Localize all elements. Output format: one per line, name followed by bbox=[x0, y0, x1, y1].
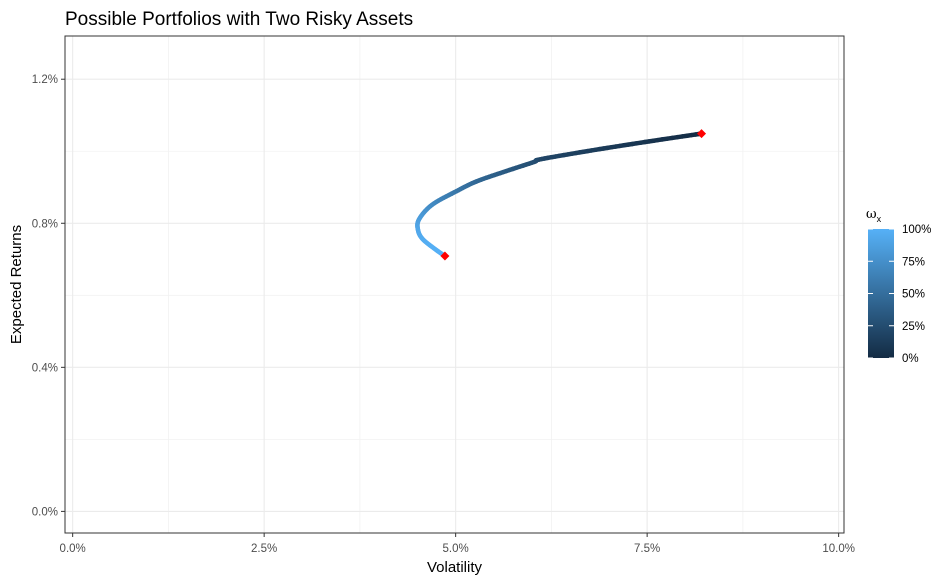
chart-title: Possible Portfolios with Two Risky Asset… bbox=[65, 9, 413, 30]
x-tick-label: 2.5% bbox=[251, 543, 277, 555]
x-tick-label: 10.0% bbox=[822, 543, 855, 555]
x-axis: 0.0% 2.5% 5.0% 7.5% 10.0% bbox=[60, 533, 855, 555]
series-line bbox=[415, 131, 704, 259]
legend-label: 50% bbox=[902, 289, 925, 301]
legend-label: 75% bbox=[902, 256, 925, 268]
legend-title-symbol: ω bbox=[866, 207, 877, 222]
y-tick-label: 0.4% bbox=[32, 362, 58, 374]
endpoint-markers bbox=[440, 129, 707, 261]
legend-label: 25% bbox=[902, 321, 925, 333]
y-tick-label: 0.0% bbox=[32, 506, 58, 518]
x-tick-label: 7.5% bbox=[634, 543, 660, 555]
grid bbox=[65, 36, 844, 533]
endpoint-marker bbox=[697, 129, 707, 139]
y-axis-title: Expected Returns bbox=[8, 225, 25, 344]
x-tick-label: 5.0% bbox=[443, 543, 469, 555]
y-tick-label: 0.8% bbox=[32, 218, 58, 230]
legend: ωx 100% 75% 50% 25% 0% bbox=[866, 207, 931, 365]
plot-panel-border bbox=[64, 35, 845, 534]
endpoint-marker bbox=[440, 251, 450, 261]
legend-title-subscript: x bbox=[877, 214, 882, 224]
y-axis: 0.0% 0.4% 0.8% 1.2% bbox=[32, 74, 65, 518]
x-tick-label: 0.0% bbox=[60, 543, 86, 555]
legend-ticks: 100% 75% 50% 25% 0% bbox=[868, 224, 931, 365]
y-tick-label: 1.2% bbox=[32, 74, 58, 86]
legend-label: 100% bbox=[902, 224, 931, 236]
x-axis-title: Volatility bbox=[427, 559, 483, 576]
legend-title: ωx bbox=[866, 207, 882, 224]
legend-label: 0% bbox=[902, 353, 919, 365]
